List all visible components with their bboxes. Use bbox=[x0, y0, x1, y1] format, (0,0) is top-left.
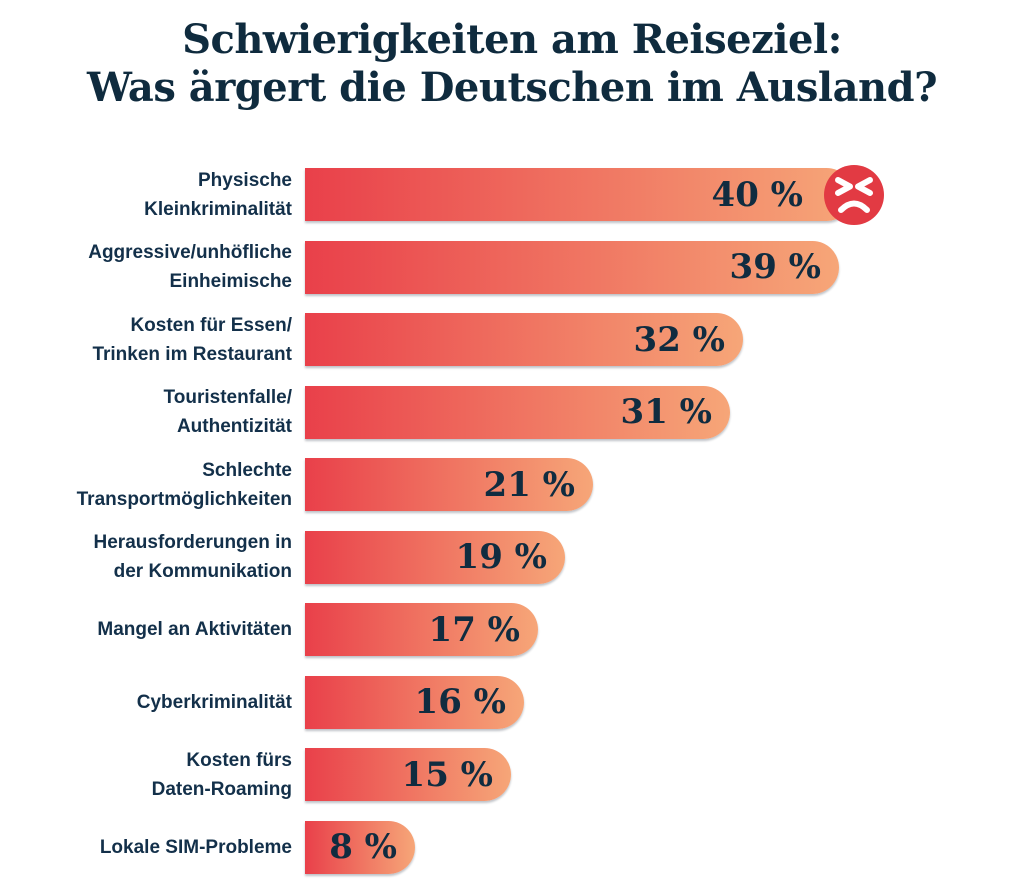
bar-label: Herausforderungen in der Kommunikation bbox=[20, 528, 292, 586]
chart-title-line2: Was ärgert die Deutschen im Ausland? bbox=[86, 64, 938, 111]
bar-value: 15 % bbox=[401, 754, 493, 795]
bar-label: Mangel an Aktivitäten bbox=[20, 615, 292, 644]
chart-row: Herausforderungen in der Kommunikation 19 … bbox=[20, 528, 1024, 586]
bar-value: 19 % bbox=[455, 537, 547, 577]
bar-chart: Physische Kleinkriminalität 40 % Aggressiv… bbox=[0, 164, 1024, 874]
chart-row: Physische Kleinkriminalität 40 % bbox=[20, 164, 1024, 225]
bar-label: Lokale SIM-Probleme bbox=[20, 833, 292, 862]
bar-label: Cyberkriminalität bbox=[20, 688, 292, 717]
bar-label-line: Lokale SIM-Probleme bbox=[99, 836, 292, 858]
bar: 8 % bbox=[305, 820, 415, 874]
bar-value: 21 % bbox=[483, 464, 575, 505]
bar-label-line: Touristenfalle/ bbox=[163, 387, 292, 408]
chart-row: Aggressive/unhöfliche Einheimische 39 % bbox=[20, 238, 1024, 296]
bar-label-line: Cyberkriminalität bbox=[136, 691, 292, 713]
bar: 32 % bbox=[305, 313, 743, 366]
chart-row: Schlechte Transportmöglichkeiten 21 % bbox=[20, 458, 1024, 511]
bar-label-line: Authentizität bbox=[176, 416, 292, 437]
chart-row: Mangel an Aktivitäten 17 % bbox=[20, 603, 1024, 656]
bar-label-line: Aggressive/unhöfliche bbox=[88, 242, 292, 263]
bar-label: Schlechte Transportmöglichkeiten bbox=[20, 456, 292, 514]
bar-label: Physische Kleinkriminalität bbox=[20, 166, 292, 224]
bar-value: 8 % bbox=[329, 827, 397, 867]
bar-label-line: Physische bbox=[198, 169, 292, 191]
bar-value: 31 % bbox=[620, 392, 712, 432]
chart-row: Cyberkriminalität 16 % bbox=[20, 675, 1024, 729]
chart-title: Schwierigkeiten am Reiseziel: Was ärgert… bbox=[0, 0, 1024, 112]
bar-value: 39 % bbox=[729, 247, 821, 287]
bar-label-line: Mangel an Aktivitäten bbox=[97, 619, 292, 640]
bar-value: 32 % bbox=[633, 319, 725, 360]
bar: 40 % bbox=[305, 164, 884, 225]
bar-label-line: Kosten fürs bbox=[186, 749, 292, 771]
bar-label-line: Transportmöglichkeiten bbox=[76, 488, 292, 510]
bar: 39 % bbox=[305, 240, 839, 294]
bar-value: 16 % bbox=[414, 682, 506, 722]
bar-value: 40 % bbox=[711, 174, 803, 215]
chart-title-line1: Schwierigkeiten am Reiseziel: bbox=[182, 16, 842, 63]
chart-row: Touristenfalle/Authentizität 31 % bbox=[20, 383, 1024, 441]
chart-row: Kosten fürs Daten-Roaming 15 % bbox=[20, 748, 1024, 801]
bar: 21 % bbox=[305, 458, 593, 511]
bar: 31 % bbox=[305, 385, 730, 439]
bar: 16 % bbox=[305, 675, 524, 729]
bar-label: Aggressive/unhöfliche Einheimische bbox=[20, 238, 292, 296]
bar-label-line: Kleinkriminalität bbox=[144, 198, 292, 220]
bar-label-line: Schlechte bbox=[202, 459, 292, 481]
bar-label-line: Daten-Roaming bbox=[151, 778, 292, 800]
bar: 15 % bbox=[305, 748, 511, 801]
bar-value: 17 % bbox=[428, 609, 520, 650]
bar-label-line: der Kommunikation bbox=[113, 561, 292, 582]
bar-label-line: Einheimische bbox=[169, 271, 293, 292]
bar-label-line: Herausforderungen in bbox=[93, 532, 292, 553]
bar-label: Touristenfalle/Authentizität bbox=[20, 383, 292, 441]
angry-face-icon bbox=[824, 164, 884, 225]
bar-label-line: Trinken im Restaurant bbox=[92, 343, 292, 365]
bar-label-line: Kosten für Essen/ bbox=[130, 314, 292, 336]
bar-label: Kosten fürs Daten-Roaming bbox=[20, 746, 292, 804]
bar: 19 % bbox=[305, 530, 565, 584]
bar: 17 % bbox=[305, 603, 538, 656]
chart-row: Kosten für Essen/Trinken im Restaurant 32… bbox=[20, 313, 1024, 366]
bar-label: Kosten für Essen/Trinken im Restaurant bbox=[20, 311, 292, 369]
chart-row: Lokale SIM-Probleme 8 % bbox=[20, 820, 1024, 874]
